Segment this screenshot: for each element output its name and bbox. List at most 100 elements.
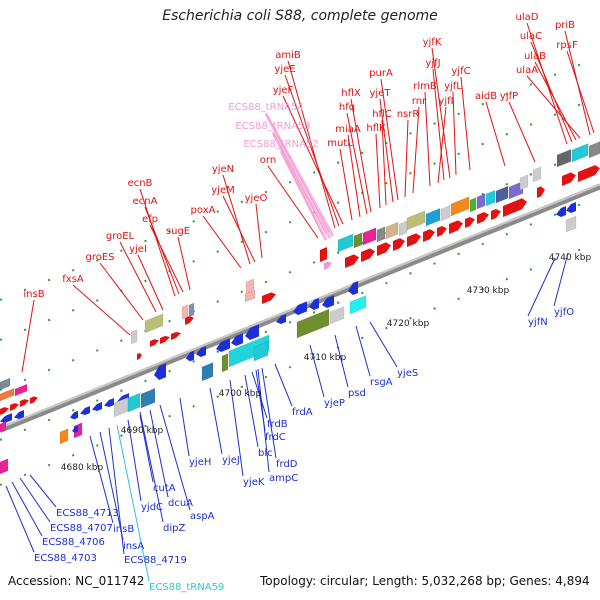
upper-leader-line — [380, 78, 399, 201]
reverse-gene-block — [349, 295, 367, 315]
gene-label: aspA — [190, 511, 215, 522]
gene-label: dcuA — [168, 498, 193, 509]
scale-label: 4710 kbp — [304, 353, 347, 363]
gene-label: ECS88_tRNA59 — [149, 582, 224, 593]
lower-leader-line — [139, 414, 154, 483]
lower-leader-line — [127, 419, 142, 502]
upper-leader-line — [381, 119, 387, 206]
upper-leader-line — [347, 134, 361, 218]
upper-leader-line — [534, 61, 577, 141]
reverse-gene-block — [113, 396, 129, 418]
upper-leader-line — [526, 75, 581, 139]
gene-label: ampC — [269, 473, 298, 484]
forward-gene-arrow — [407, 233, 421, 247]
reverse-gene-block — [296, 308, 330, 339]
upper-leader-line — [412, 106, 420, 194]
forward-gene-arrow — [30, 396, 38, 404]
reverse-gene-arrow — [216, 338, 230, 352]
upper-leader-line — [339, 148, 353, 221]
lower-leader-line — [369, 321, 398, 368]
forward-gene-arrow — [160, 335, 170, 344]
upper-leader-line — [267, 165, 319, 239]
reverse-gene-arrow — [186, 350, 194, 362]
lower-guide-1 — [0, 195, 600, 441]
reverse-gene-arrow — [231, 333, 243, 346]
reverse-gene-block — [565, 215, 577, 233]
gene-label: groES — [85, 252, 114, 263]
forward-gene-block — [14, 383, 28, 397]
lower-leader-line — [149, 409, 169, 498]
lower-guide-2 — [0, 240, 600, 486]
gene-label: yjeS — [397, 368, 418, 379]
reverse-gene-arrow — [72, 425, 78, 433]
gene-label: yjeP — [324, 398, 345, 409]
upper-leader-line — [137, 254, 164, 311]
forward-gene-block — [398, 220, 408, 237]
forward-gene-block — [476, 193, 486, 210]
gene-label: hfq — [339, 102, 355, 113]
scale-label: 4680 kbp — [61, 463, 104, 473]
forward-gene-arrow — [171, 331, 181, 340]
forward-gene-block — [406, 210, 426, 231]
lower-leader-line — [159, 404, 191, 511]
gene-label: insB — [23, 289, 44, 300]
gene-label: ECS88_tRNA52 — [243, 139, 318, 150]
gene-label: ECS88_4706 — [42, 537, 105, 548]
gene-label: ecnB — [128, 178, 153, 189]
reverse-gene-block — [201, 362, 214, 382]
forward-gene-block — [385, 221, 399, 240]
gene-label: ecnA — [133, 196, 158, 207]
forward-gene-block — [532, 166, 542, 183]
forward-gene-block — [485, 190, 496, 207]
upper-leader-line — [432, 68, 445, 181]
reverse-gene-arrow — [70, 410, 78, 420]
forward-gene-arrow — [578, 165, 600, 182]
gene-label: ECS88_4719 — [124, 555, 187, 566]
scale-label: 4720 kbp — [387, 319, 430, 329]
lower-leader-line — [229, 379, 244, 477]
lower-leader-line — [334, 334, 349, 388]
gene-label: frdC — [265, 432, 286, 443]
lower-leader-line — [527, 257, 556, 317]
lower-leader-line — [108, 427, 125, 555]
reverse-gene-block — [59, 428, 69, 445]
upper-leader-line — [508, 101, 536, 163]
forward-gene-block — [362, 227, 377, 246]
forward-gene-block — [469, 197, 477, 213]
gene-label: psd — [348, 388, 366, 399]
reverse-gene-block — [329, 305, 345, 325]
upper-leader-line — [272, 131, 327, 235]
lower-leader-line — [257, 368, 270, 473]
upper-leader-line — [144, 206, 180, 295]
upper-leader-line — [452, 91, 457, 176]
gene-label: ulaB — [524, 51, 546, 62]
reverse-gene-block — [127, 392, 141, 413]
forward-gene-arrow — [537, 186, 545, 198]
gene-label: dipZ — [163, 523, 185, 534]
reverse-gene-arrow — [566, 201, 576, 213]
upper-leader-line — [375, 133, 381, 209]
gene-label: ECS88_4703 — [34, 553, 97, 564]
gene-label: blc — [258, 448, 273, 459]
forward-gene-block — [588, 141, 600, 159]
gene-label: yjeK — [243, 477, 265, 488]
lower-leader-line — [116, 424, 150, 582]
reverse-gene-arrow — [92, 401, 102, 411]
upper-leader-line — [530, 41, 573, 143]
upper-leader-line — [177, 236, 191, 291]
gene-label: yjeE — [274, 64, 295, 75]
forward-gene-block — [0, 387, 15, 402]
reverse-gene-arrow — [154, 363, 166, 380]
forward-gene-arrow — [324, 261, 332, 270]
gene-label: yjdC — [141, 502, 163, 513]
upper-leader-line — [139, 188, 176, 297]
upper-leader-line — [202, 215, 242, 269]
gene-label: nsrR — [397, 109, 420, 120]
upper-leader-line — [72, 284, 131, 336]
lower-leader-line — [179, 397, 190, 457]
forward-gene-block — [245, 278, 255, 295]
gene-label: yjeT — [370, 88, 392, 99]
reverse-gene-arrow — [348, 280, 358, 295]
reverse-gene-arrow — [80, 405, 90, 415]
